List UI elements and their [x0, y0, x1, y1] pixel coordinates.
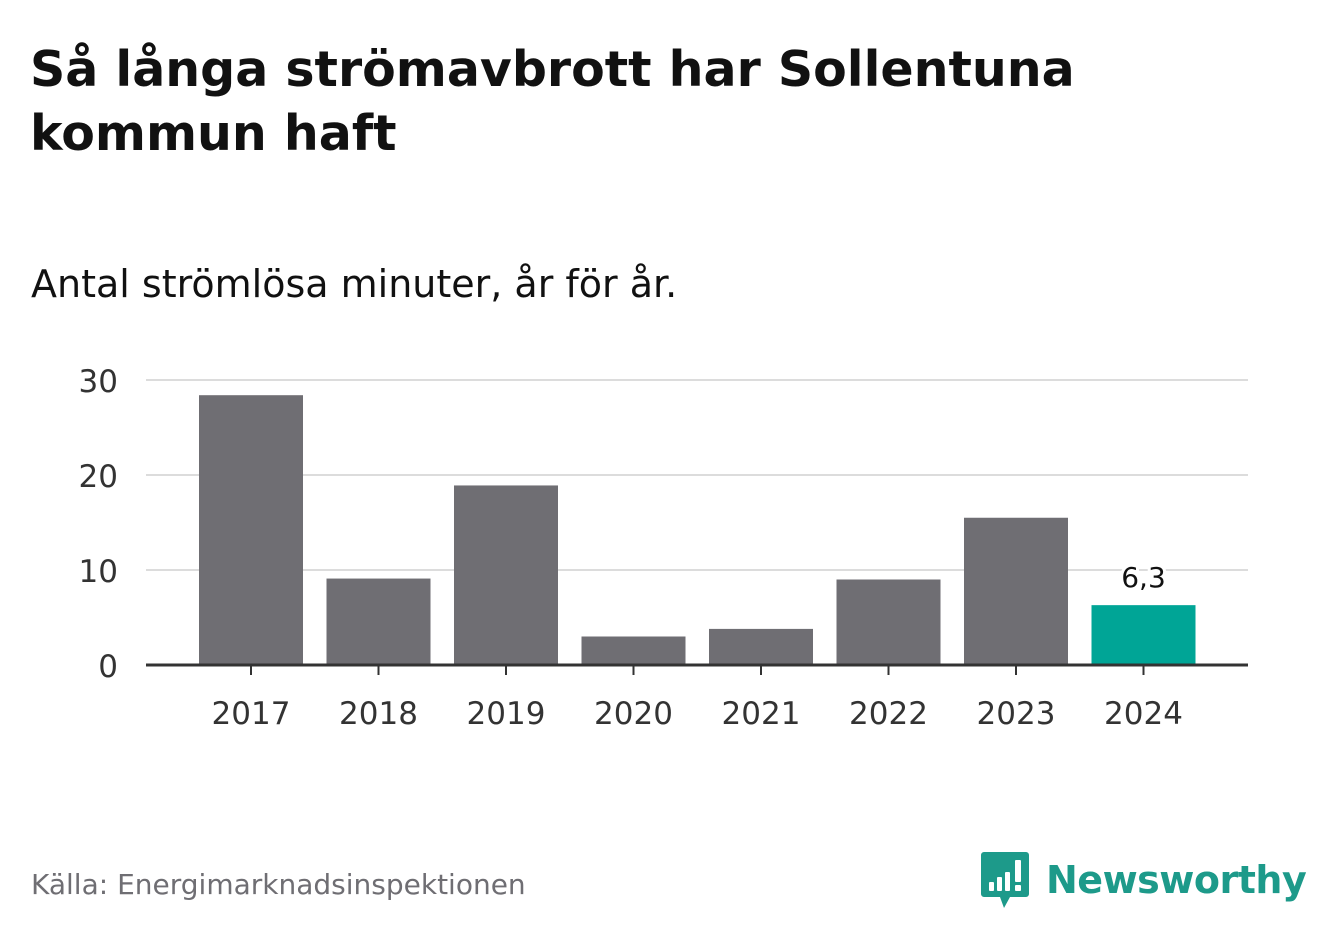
- bars: [199, 395, 1196, 665]
- bar-chart: 0 10 20 30 2017 2018 2019 2020 2021 2022 2023 2024…: [79, 364, 1248, 732]
- data-labels: 6,3: [1118, 558, 1169, 597]
- bar-2023: [964, 517, 1068, 665]
- x-tick-label: 2019: [467, 696, 546, 732]
- bar-2020: [581, 636, 686, 665]
- gridlines: [146, 379, 1248, 571]
- y-tick-label: 30: [79, 364, 118, 400]
- y-tick-label: 20: [79, 459, 118, 495]
- x-tick-label: 2021: [722, 696, 801, 732]
- bar-2018: [326, 578, 431, 665]
- x-tick-label: 2023: [977, 696, 1056, 732]
- x-tick-label: 2020: [594, 696, 673, 732]
- bar-2024: [1091, 605, 1196, 665]
- data-label: 6,3: [1121, 561, 1166, 594]
- bar-2019: [454, 485, 558, 665]
- bar-chart-speech-bubble-icon: [981, 852, 1029, 908]
- y-axis-ticks: 0 10 20 30: [79, 364, 118, 685]
- source-note: Källa: Energimarknadsinspektionen: [31, 868, 526, 901]
- y-tick-label: 0: [98, 649, 118, 685]
- bar-2021: [709, 628, 813, 665]
- x-axis-ticks: 2017 2018 2019 2020 2021 2022 2023 2024: [212, 665, 1183, 732]
- chart-subtitle: Antal strömlösa minuter, år för år.: [31, 262, 678, 306]
- x-tick-label: 2022: [849, 696, 928, 732]
- bar-2017: [199, 395, 303, 665]
- chart-title: Så långa strömavbrott har Sollentuna kom…: [30, 41, 1075, 162]
- x-tick-label: 2024: [1104, 696, 1183, 732]
- brand: Newsworthy: [980, 848, 1307, 912]
- y-tick-label: 10: [79, 554, 118, 590]
- x-tick-label: 2018: [339, 696, 418, 732]
- brand-name: Newsworthy: [1046, 858, 1307, 902]
- bar-2022: [836, 579, 941, 665]
- x-tick-label: 2017: [212, 696, 291, 732]
